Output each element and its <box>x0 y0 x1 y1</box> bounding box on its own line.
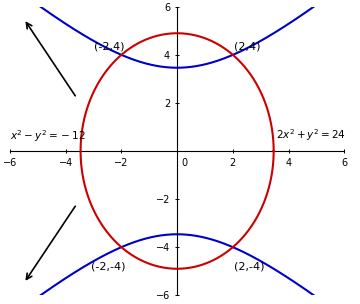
Text: $x^2 - y^2 = -12$: $x^2 - y^2 = -12$ <box>10 128 86 144</box>
Text: (-2,4): (-2,4) <box>94 41 124 51</box>
Text: (2,-4): (2,-4) <box>234 261 265 271</box>
Text: (2,4): (2,4) <box>234 41 261 51</box>
Text: (-2,-4): (-2,-4) <box>91 261 125 271</box>
Text: $2x^2 + y^2 = 24$: $2x^2 + y^2 = 24$ <box>276 127 346 143</box>
Text: 0: 0 <box>181 158 188 168</box>
